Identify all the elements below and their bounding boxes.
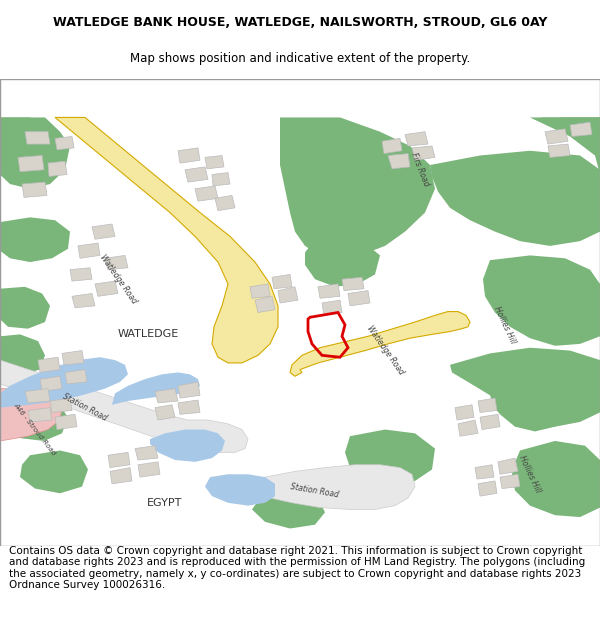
Polygon shape [345, 429, 435, 484]
Text: Hollies Hill: Hollies Hill [493, 305, 518, 345]
Polygon shape [95, 281, 118, 296]
Polygon shape [155, 405, 175, 420]
Polygon shape [112, 372, 200, 405]
Polygon shape [205, 156, 224, 169]
Polygon shape [430, 151, 600, 246]
Text: Hollies Hill: Hollies Hill [517, 454, 542, 494]
Polygon shape [78, 243, 100, 258]
Polygon shape [28, 408, 52, 422]
Polygon shape [135, 446, 158, 460]
Polygon shape [382, 138, 402, 154]
Polygon shape [0, 334, 45, 374]
Polygon shape [55, 414, 77, 429]
Text: Watledge Road: Watledge Road [365, 324, 405, 377]
Polygon shape [92, 224, 115, 239]
Polygon shape [322, 300, 342, 316]
Polygon shape [560, 118, 600, 136]
Text: WATLEDGE BANK HOUSE, WATLEDGE, NAILSWORTH, STROUD, GL6 0AY: WATLEDGE BANK HOUSE, WATLEDGE, NAILSWORT… [53, 16, 547, 29]
Text: Map shows position and indicative extent of the property.: Map shows position and indicative extent… [130, 52, 470, 65]
Polygon shape [55, 136, 74, 150]
Polygon shape [545, 129, 568, 144]
Polygon shape [512, 441, 600, 517]
Polygon shape [105, 256, 128, 269]
Polygon shape [498, 458, 518, 474]
Polygon shape [25, 132, 50, 144]
Polygon shape [490, 389, 560, 431]
Polygon shape [450, 348, 600, 427]
Text: Contains OS data © Crown copyright and database right 2021. This information is : Contains OS data © Crown copyright and d… [9, 546, 585, 591]
Polygon shape [215, 196, 235, 211]
Polygon shape [195, 186, 218, 201]
Polygon shape [480, 414, 500, 429]
Text: Station Road: Station Road [290, 482, 340, 499]
Polygon shape [65, 369, 87, 384]
Polygon shape [0, 287, 50, 329]
Polygon shape [22, 182, 47, 198]
Polygon shape [450, 118, 600, 174]
Polygon shape [38, 357, 60, 372]
Polygon shape [252, 493, 325, 529]
Text: Watledge Road: Watledge Road [98, 253, 138, 306]
Polygon shape [458, 420, 478, 436]
Polygon shape [55, 118, 278, 363]
Polygon shape [5, 398, 68, 441]
Polygon shape [540, 118, 600, 141]
Text: A46 - Stroud Road: A46 - Stroud Road [13, 402, 57, 457]
Polygon shape [548, 144, 570, 158]
Polygon shape [342, 278, 364, 291]
Polygon shape [483, 256, 600, 346]
Polygon shape [138, 462, 160, 477]
Polygon shape [0, 118, 60, 163]
Polygon shape [70, 268, 92, 281]
Polygon shape [218, 465, 415, 509]
Polygon shape [348, 291, 370, 306]
Text: Station Road: Station Road [61, 392, 109, 423]
Text: EGYPT: EGYPT [148, 498, 182, 508]
Polygon shape [0, 389, 62, 441]
Polygon shape [0, 357, 128, 408]
Polygon shape [0, 118, 70, 189]
Polygon shape [405, 132, 428, 146]
Polygon shape [0, 360, 248, 452]
Polygon shape [185, 167, 208, 182]
Polygon shape [500, 474, 520, 489]
Polygon shape [255, 296, 275, 312]
Polygon shape [178, 148, 200, 163]
Polygon shape [478, 398, 497, 412]
Polygon shape [72, 294, 95, 308]
Text: WATLEDGE: WATLEDGE [118, 329, 179, 339]
Polygon shape [40, 376, 62, 391]
Polygon shape [475, 465, 494, 479]
Polygon shape [110, 468, 132, 484]
Polygon shape [155, 389, 178, 403]
Polygon shape [318, 284, 340, 298]
Polygon shape [305, 239, 380, 287]
Polygon shape [20, 451, 88, 493]
Polygon shape [108, 452, 130, 468]
Polygon shape [570, 122, 592, 136]
Polygon shape [150, 429, 225, 462]
Polygon shape [48, 161, 67, 176]
Polygon shape [178, 400, 200, 414]
Polygon shape [178, 382, 200, 398]
Polygon shape [25, 389, 50, 403]
Polygon shape [50, 398, 72, 412]
Polygon shape [62, 351, 84, 365]
Polygon shape [0, 217, 70, 262]
Polygon shape [272, 274, 292, 289]
Polygon shape [455, 405, 474, 420]
Polygon shape [278, 287, 298, 303]
Polygon shape [290, 311, 470, 376]
Polygon shape [250, 284, 270, 298]
Polygon shape [388, 154, 410, 169]
Polygon shape [212, 173, 230, 186]
Polygon shape [280, 118, 435, 260]
Text: Firs Road: Firs Road [409, 152, 431, 188]
Polygon shape [412, 146, 435, 160]
Polygon shape [18, 156, 44, 172]
Polygon shape [205, 474, 275, 506]
Polygon shape [478, 481, 497, 496]
